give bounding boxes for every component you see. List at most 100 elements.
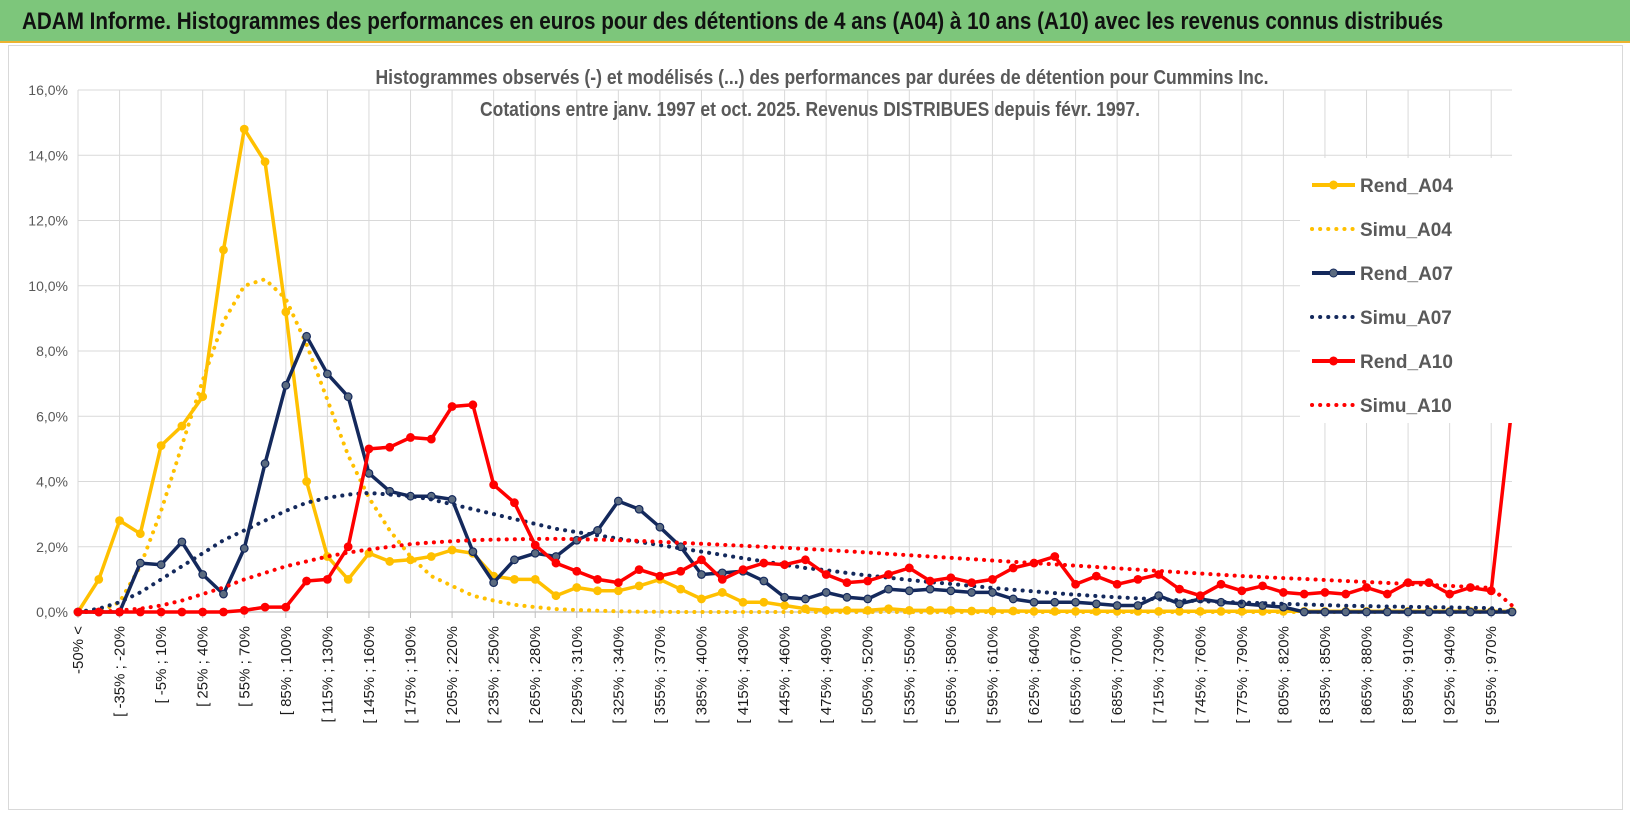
data-point-rend-a07 [593,526,602,535]
data-point-rend-a10 [925,576,935,586]
data-point-rend-a07 [447,495,457,504]
data-point-rend-a10 [1195,591,1205,601]
data-point-rend-a10 [884,570,893,579]
series-rend-a10 [73,400,1517,617]
data-point-rend-a07 [946,586,956,596]
data-point-rend-a10 [219,607,228,617]
data-point-rend-a10 [572,566,582,576]
x-tick-label: [ 625% ; 640% [1026,626,1043,724]
data-point-rend-a10 [1237,586,1247,596]
data-point-rend-a07 [1091,599,1101,609]
data-point-rend-a07 [1445,607,1455,617]
data-point-rend-a10 [385,442,395,452]
data-point-rend-a07 [1299,607,1309,617]
data-point-rend-a07 [1071,597,1080,607]
x-tick-label: [ 415% ; 430% [735,626,752,724]
data-point-rend-a04 [593,586,602,596]
x-tick-label: [ 55% ; 70% [236,626,253,707]
x-tick-label: [ 175% ; 190% [403,626,420,724]
x-tick-label: [ 145% ; 160% [361,626,378,724]
chart-subtitle: Cotations entre janv. 1997 et oct. 2025.… [480,99,1140,121]
data-point-rend-a10 [946,573,956,583]
data-point-rend-a10 [821,570,831,579]
data-point-rend-a10 [302,576,312,586]
data-point-rend-a10 [1050,552,1060,561]
x-tick-label: [ 85% ; 100% [278,626,295,715]
chart-title: Histogrammes observés (-) et modélisés (… [376,67,1269,89]
x-tick-label: [ 895% ; 910% [1400,626,1417,724]
data-point-rend-a07 [530,548,540,558]
chart-frame [8,45,1623,810]
data-point-rend-a07 [1424,607,1434,617]
data-point-rend-a10 [447,402,457,411]
data-point-rend-a07 [198,570,208,579]
x-tick-label: [ 565% ; 580% [943,626,960,724]
data-point-rend-a07 [135,558,145,568]
x-tick-label: [ 205% ; 220% [444,626,461,724]
data-point-rend-a04 [426,552,436,561]
data-point-rend-a04 [385,557,395,566]
x-tick-label: [ 865% ; 880% [1359,626,1376,724]
data-point-rend-a04 [676,584,686,594]
data-point-rend-a07 [655,522,665,532]
data-point-rend-a07 [988,588,997,597]
x-tick-label: [ 685% ; 700% [1109,626,1126,724]
data-point-rend-a10 [1175,584,1184,594]
data-point-rend-a10 [364,444,374,454]
x-tick-label: [ 355% ; 370% [652,626,669,724]
data-point-rend-a07 [322,369,332,379]
x-tick-label: [ 325% ; 340% [610,626,627,724]
data-point-rend-a07 [343,392,353,402]
data-point-rend-a07 [697,570,706,579]
data-point-rend-a07 [1403,607,1413,617]
data-point-rend-a10 [322,574,332,584]
x-tick-label: [ 535% ; 550% [901,626,918,724]
series-line-rend-a10 [78,403,1514,614]
data-point-rend-a10 [1112,579,1122,589]
data-point-rend-a07 [364,468,374,478]
report-title: ADAM Informe. Histogrammes des performan… [22,8,1444,35]
data-point-rend-a07 [260,459,270,468]
data-point-rend-a10 [551,558,561,568]
x-tick-label: [ 25% ; 40% [195,626,212,707]
data-point-rend-a10 [988,574,997,584]
data-point-rend-a07 [1320,607,1330,617]
data-point-rend-a10 [800,555,810,565]
data-point-rend-a04 [156,441,166,451]
data-point-rend-a04 [613,586,623,596]
data-point-rend-a10 [1071,579,1080,589]
x-tick-label: [ 265% ; 280% [527,626,544,724]
x-tick-label: [ 805% ; 820% [1275,626,1292,724]
report-banner: ADAM Informe. Histogrammes des performan… [0,0,1630,43]
data-point-rend-a07 [239,543,249,553]
legend-background [1300,158,1520,423]
data-point-rend-a07 [967,588,977,597]
data-point-rend-a04 [697,594,706,604]
data-point-rend-a07 [613,496,623,506]
data-point-rend-a10 [613,578,623,588]
x-tick-label: [ 715% ; 730% [1151,626,1168,724]
data-point-rend-a07 [177,537,187,547]
data-point-rend-a04 [530,574,540,584]
data-point-rend-a07 [1341,607,1351,617]
y-tick-label: 8,0% [36,343,68,359]
grid-lines [77,89,1512,618]
x-axis-ticks: -50% < [ -35% ; -20% [ -5% ; 10% [ 25% ; 40… [70,626,1500,724]
y-tick-label: 4,0% [36,474,68,490]
y-axis-ticks: 0,0% 2,0% 4,0% 6,0% 8,0% 10,0% 12,0% 14,0% 16,0% [28,82,68,620]
data-point-rend-a07 [884,584,893,594]
y-tick-label: 14,0% [28,147,68,163]
legend-label: Simu_A04 [1360,220,1452,241]
data-point-rend-a10 [239,605,249,615]
legend-label: Rend_A10 [1360,352,1453,373]
data-point-rend-a10 [156,607,166,617]
data-point-rend-a07 [1175,599,1184,609]
data-point-rend-a07 [863,594,873,604]
legend-marker [1329,180,1338,190]
data-point-rend-a10 [1216,579,1226,589]
data-point-rend-a10 [634,565,644,574]
legend-label: Simu_A10 [1360,396,1452,417]
data-point-rend-a04 [177,421,187,431]
data-point-rend-a10 [468,400,478,410]
data-point-rend-a07 [925,584,935,594]
